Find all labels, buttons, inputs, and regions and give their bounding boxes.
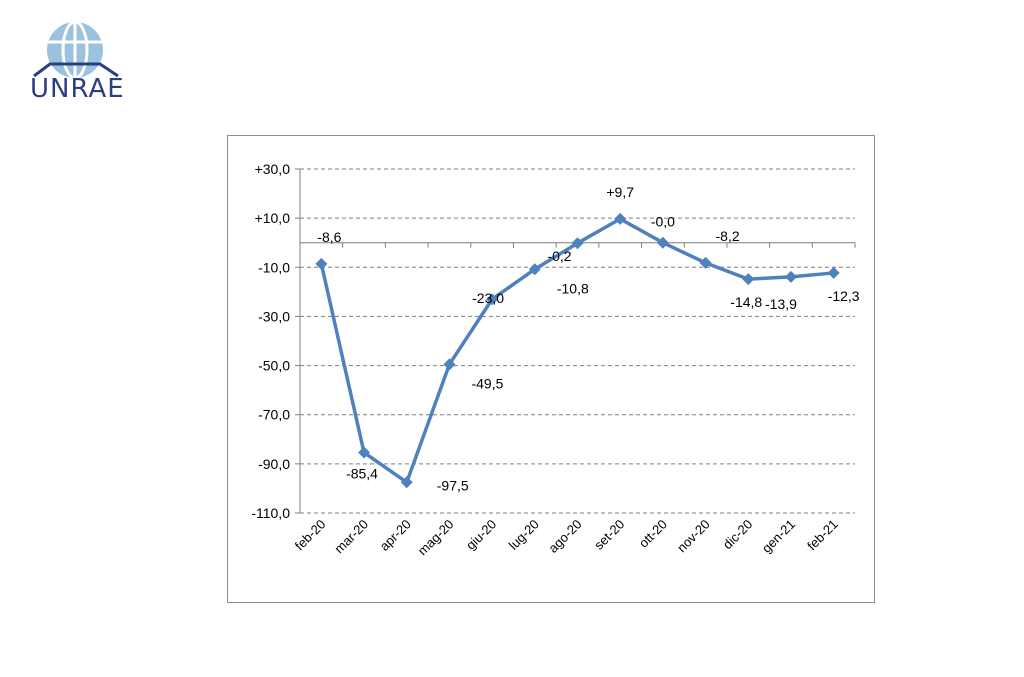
data-point xyxy=(699,256,712,269)
chart-frame xyxy=(227,135,875,603)
series-polyline xyxy=(319,217,834,485)
gridlines xyxy=(295,168,856,514)
x-tick-label: dic-20 xyxy=(720,517,756,553)
data-point xyxy=(528,263,541,276)
data-point xyxy=(656,236,669,249)
x-tick-label: mar-20 xyxy=(331,517,371,557)
x-tick-label: gen-21 xyxy=(759,517,798,556)
data-label: -97,5 xyxy=(437,477,469,493)
line-chart: +30,0 +10,0 -10,0 -30,0 -50,0 -70,0 -90,0 -110,… xyxy=(251,161,860,559)
x-tick-label: ott-20 xyxy=(636,517,670,551)
data-label: -8,2 xyxy=(716,228,740,244)
data-label: +9,7 xyxy=(606,184,634,200)
data-point xyxy=(742,273,755,286)
y-tick-label: -30,0 xyxy=(258,308,290,324)
y-axis-ticks: +30,0 +10,0 -10,0 -30,0 -50,0 -70,0 -90,0 -110,… xyxy=(251,161,290,521)
data-point xyxy=(614,212,627,225)
unrae-logo xyxy=(28,20,128,110)
y-tick-label: +30,0 xyxy=(255,161,291,177)
data-point xyxy=(571,237,584,250)
data-label: -13,9 xyxy=(765,296,797,312)
y-tick-label: -110,0 xyxy=(251,505,290,521)
x-tick-label: mag-20 xyxy=(415,517,457,559)
data-point xyxy=(443,358,456,371)
x-tick-label: set-20 xyxy=(591,517,627,553)
x-tick-label: apr-20 xyxy=(377,517,414,554)
data-label: -10,8 xyxy=(557,280,589,296)
y-tick-label: -70,0 xyxy=(258,407,290,423)
y-tick-label: -50,0 xyxy=(258,358,290,374)
x-tick-label: lug-20 xyxy=(506,517,542,553)
x-tick-label: giu-20 xyxy=(463,517,499,553)
x-axis-ticks: feb-20 mar-20 apr-20 mag-20 giu-20 lug-20 ago-… xyxy=(292,517,841,559)
data-label: -8,6 xyxy=(317,229,341,245)
data-point xyxy=(827,266,840,279)
series-line xyxy=(315,212,840,489)
data-label: -23,0 xyxy=(472,290,504,306)
y-tick-label: -90,0 xyxy=(258,456,290,472)
data-point xyxy=(400,476,413,489)
data-label: -0,2 xyxy=(547,248,571,264)
data-label: -0,0 xyxy=(651,214,675,230)
y-tick-label: -10,0 xyxy=(258,259,290,275)
x-tick-label: feb-20 xyxy=(292,517,329,554)
x-tick-label: feb-21 xyxy=(804,517,841,554)
data-point xyxy=(486,293,499,306)
data-point xyxy=(358,446,371,459)
brand-name: UNRAE xyxy=(30,74,125,104)
data-label: -49,5 xyxy=(471,375,503,391)
data-label: -14,8 xyxy=(730,294,762,310)
data-label: -85,4 xyxy=(346,466,378,482)
data-labels: -8,6 -85,4 -97,5 -49,5 -23,0 -10,8 -0,2 +9,7 -0,… xyxy=(317,184,860,493)
y-tick-label: +10,0 xyxy=(255,210,291,226)
data-point xyxy=(784,270,797,283)
x-tick-label: nov-20 xyxy=(674,517,713,556)
data-point xyxy=(315,257,328,270)
x-tick-label: ago-20 xyxy=(545,517,584,556)
data-label: -12,3 xyxy=(828,288,860,304)
globe-car-icon xyxy=(33,20,119,80)
